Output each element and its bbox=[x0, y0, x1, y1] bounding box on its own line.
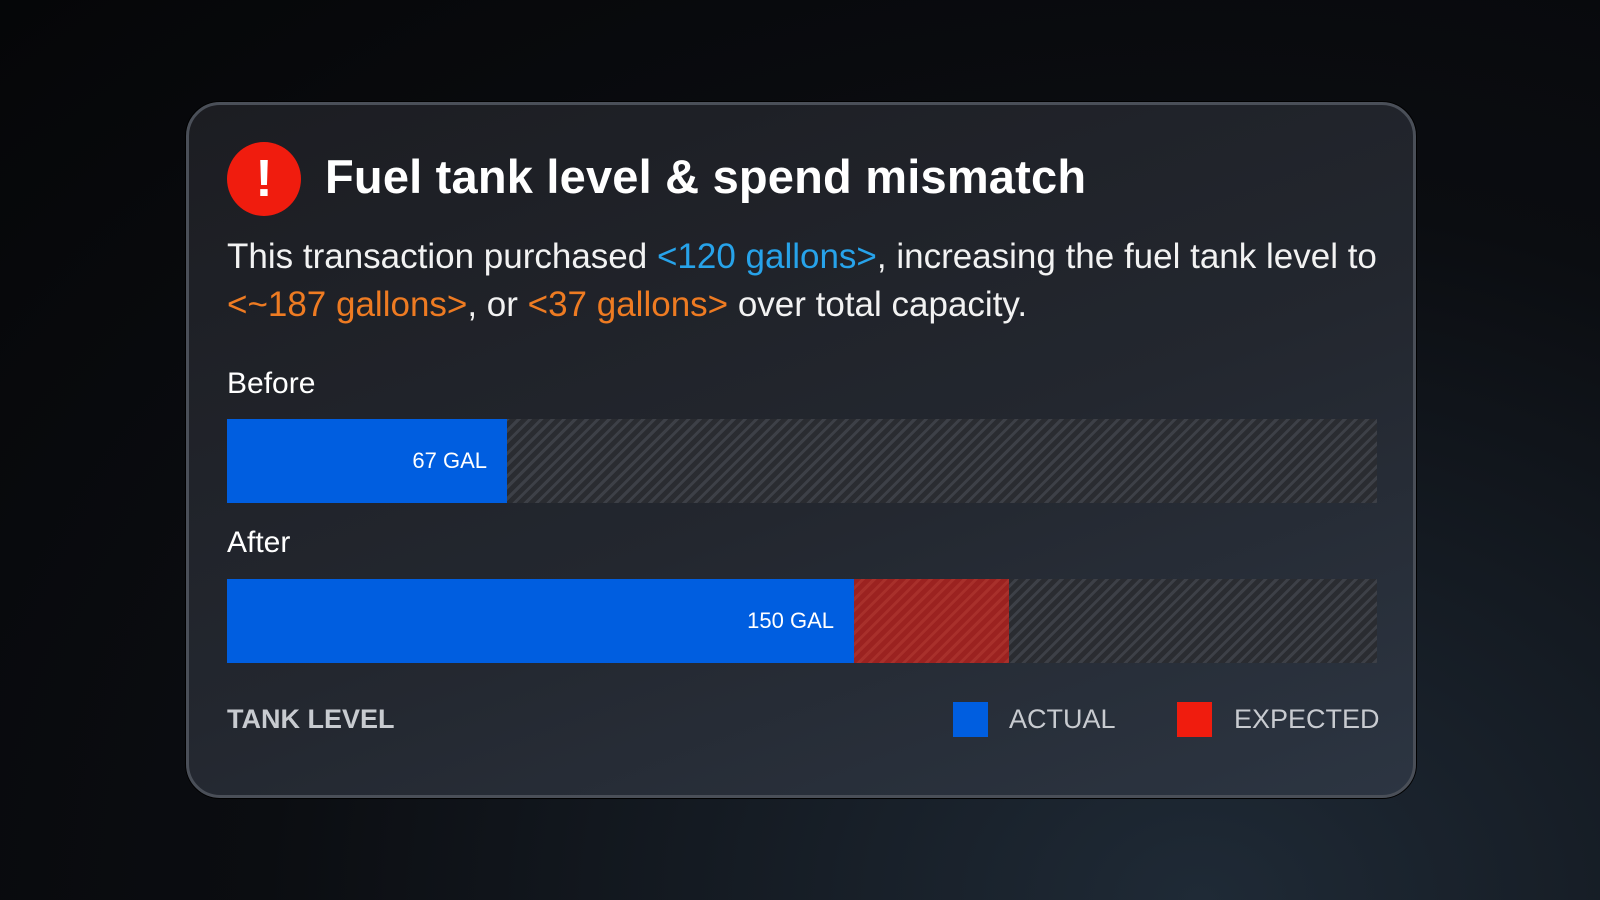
legend-actual-swatch bbox=[953, 702, 988, 737]
legend-expected-label: EXPECTED bbox=[1234, 704, 1380, 734]
over-amount: <37 gallons> bbox=[527, 285, 729, 324]
after-bar: 150 GAL bbox=[227, 579, 1377, 663]
after-actual-bar: 150 GAL bbox=[227, 579, 854, 663]
before-label: Before bbox=[227, 367, 316, 400]
before-actual-bar: 67 GAL bbox=[227, 419, 507, 503]
purchased-amount: <120 gallons> bbox=[656, 237, 877, 276]
level-amount: <~187 gallons> bbox=[227, 285, 468, 324]
legend-actual-label: ACTUAL bbox=[1009, 704, 1116, 734]
before-bar: 67 GAL bbox=[227, 419, 1377, 503]
after-label: After bbox=[227, 526, 291, 559]
alert-description: This transaction purchased <120 gallons>… bbox=[227, 237, 1377, 324]
alert-card: ! Fuel tank level & spend mismatch This … bbox=[186, 102, 1416, 798]
legend-title: TANK LEVEL bbox=[227, 704, 395, 734]
after-expected-bar bbox=[854, 579, 1009, 663]
legend-expected-swatch bbox=[1177, 702, 1212, 737]
alert-title: Fuel tank level & spend mismatch bbox=[325, 150, 1087, 203]
exclamation-icon: ! bbox=[227, 142, 301, 216]
